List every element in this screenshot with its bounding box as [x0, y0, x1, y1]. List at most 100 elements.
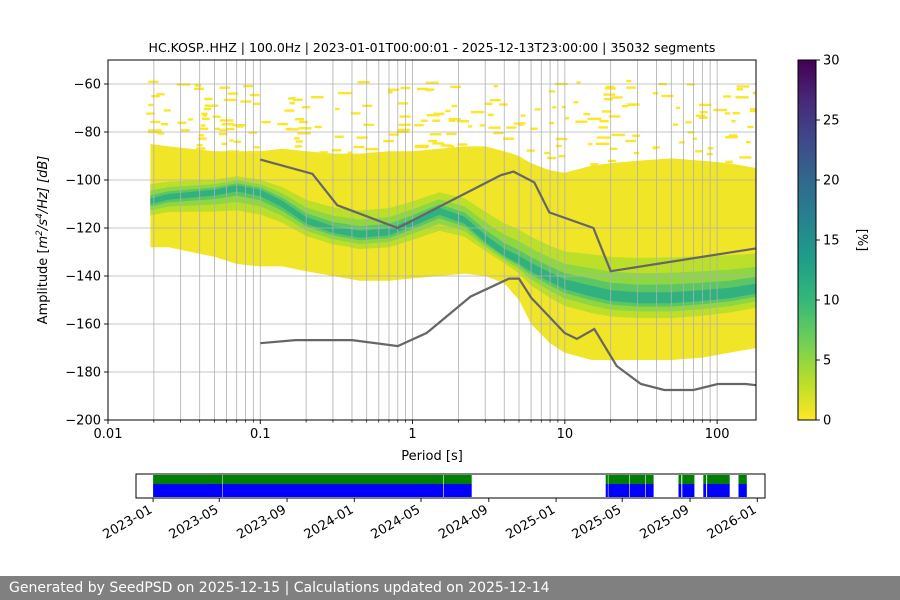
timeline-tick-label: 2024-01 [302, 502, 357, 542]
sparse-cell [298, 120, 308, 124]
colorbar-tick-label: 0 [823, 414, 831, 429]
x-tick-label: 0.01 [94, 427, 123, 442]
sparse-cell [221, 123, 234, 126]
sparse-cell [457, 120, 469, 123]
sparse-cell [397, 128, 410, 132]
sparse-cell [561, 105, 566, 109]
sparse-cell [575, 120, 588, 123]
sparse-cell [199, 127, 209, 130]
sparse-cell [294, 145, 303, 148]
chart-title: HC.KOSP..HHZ | 100.0Hz | 2023-01-01T00:0… [149, 40, 716, 55]
sparse-cell [493, 85, 498, 88]
sparse-cell [347, 151, 353, 154]
sparse-cell [388, 133, 399, 136]
sparse-cell [365, 147, 379, 151]
sparse-cell [588, 142, 593, 146]
sparse-cell [432, 119, 441, 122]
noise-models [260, 158, 756, 392]
sparse-cell [746, 141, 751, 144]
sparse-cell [205, 97, 213, 101]
plot-frame [107, 59, 757, 421]
y-axis-label: Amplitude [m2/s4/Hz] [dB] [35, 156, 51, 325]
sparse-cell [747, 125, 754, 129]
sparse-cell [627, 103, 640, 106]
sparse-cell [706, 152, 713, 156]
y-tick-label: −180 [65, 366, 101, 381]
psd-segment [608, 484, 630, 497]
sparse-cell [489, 99, 501, 102]
sparse-cell [426, 114, 440, 117]
sparse-cell [679, 141, 685, 144]
sparse-cell [295, 140, 303, 143]
colorbar: 0 5 10 15 20 25 30 [%] [797, 54, 869, 429]
sparse-cell [284, 109, 295, 112]
psd-segment [682, 484, 695, 497]
sparse-cell [180, 129, 190, 132]
sparse-cell [724, 112, 731, 115]
band-envelope [150, 144, 756, 360]
sparse-cell [598, 126, 608, 129]
data-segment [707, 475, 730, 484]
sparse-cell [736, 88, 743, 91]
sparse-cell [311, 96, 324, 99]
sparse-cell [353, 145, 365, 149]
sparse-cell [451, 104, 458, 108]
psd-segment [222, 484, 443, 497]
sparse-cell [187, 118, 193, 121]
timeline-tick-label: 2025-09 [637, 502, 692, 542]
sparse-cell [547, 156, 557, 160]
sparse-cell [573, 101, 579, 104]
sparse-cell [605, 85, 615, 89]
sparse-cell [736, 85, 750, 88]
sparse-cell [148, 129, 162, 132]
sparse-cell [676, 106, 681, 109]
sparse-cell [425, 81, 439, 84]
series-nhnm [260, 158, 756, 273]
sparse-cell [200, 124, 206, 127]
sparse-cell [450, 85, 462, 89]
sparse-cell [212, 115, 221, 118]
psd-segment [678, 484, 682, 497]
sparse-cell [661, 94, 674, 98]
y-tick-label: −60 [74, 78, 101, 93]
band-level-4 [150, 185, 756, 304]
psd-plot: HC.KOSP..HHZ | 100.0Hz | 2023-01-01T00:0… [35, 40, 757, 464]
sparse-cell [334, 135, 344, 138]
sparse-cell [243, 84, 254, 88]
sparse-cell [609, 147, 618, 150]
data-segment [703, 475, 707, 484]
sparse-cell [611, 96, 623, 99]
sparse-cell [194, 87, 204, 90]
timeline-frame [135, 473, 766, 499]
x-axis-label: Period [s] [401, 449, 463, 464]
data-segment [153, 475, 222, 484]
sparse-cell [625, 139, 636, 143]
timeline-tick-label: 2023-05 [167, 502, 222, 542]
sparse-cell [652, 92, 659, 95]
sparse-cell [599, 120, 609, 123]
data-segment [608, 475, 630, 484]
sparse-cell [253, 146, 260, 149]
y-axis-ticks: −200 −180 −160 −140 −120 −100 −80 −60 [65, 78, 108, 429]
sparse-cell [294, 137, 300, 140]
sparse-cell [319, 151, 328, 154]
sparse-cell [421, 119, 428, 122]
sparse-cell [432, 142, 445, 145]
sparse-cell [219, 128, 228, 132]
sparse-cell [294, 118, 304, 121]
sparse-cell [673, 123, 678, 126]
sparse-cell [414, 145, 429, 149]
timeline-tick-label: 2025-05 [570, 502, 625, 542]
sparse-cell [449, 118, 459, 121]
sparse-cell [687, 83, 695, 86]
psd-segment [629, 484, 646, 497]
sparse-cell [440, 144, 446, 147]
timeline-tick-label: 2024-09 [436, 502, 491, 542]
y-tick-label: −80 [74, 126, 101, 141]
sparse-cell [595, 142, 610, 145]
sparse-cell [632, 134, 641, 137]
timeline-tick-label: 2025-01 [504, 502, 559, 542]
footer-bar: Generated by SeedPSD on 2025-12-15 | Cal… [0, 576, 900, 600]
sparse-cell [151, 95, 160, 98]
psd-segment [738, 484, 747, 497]
